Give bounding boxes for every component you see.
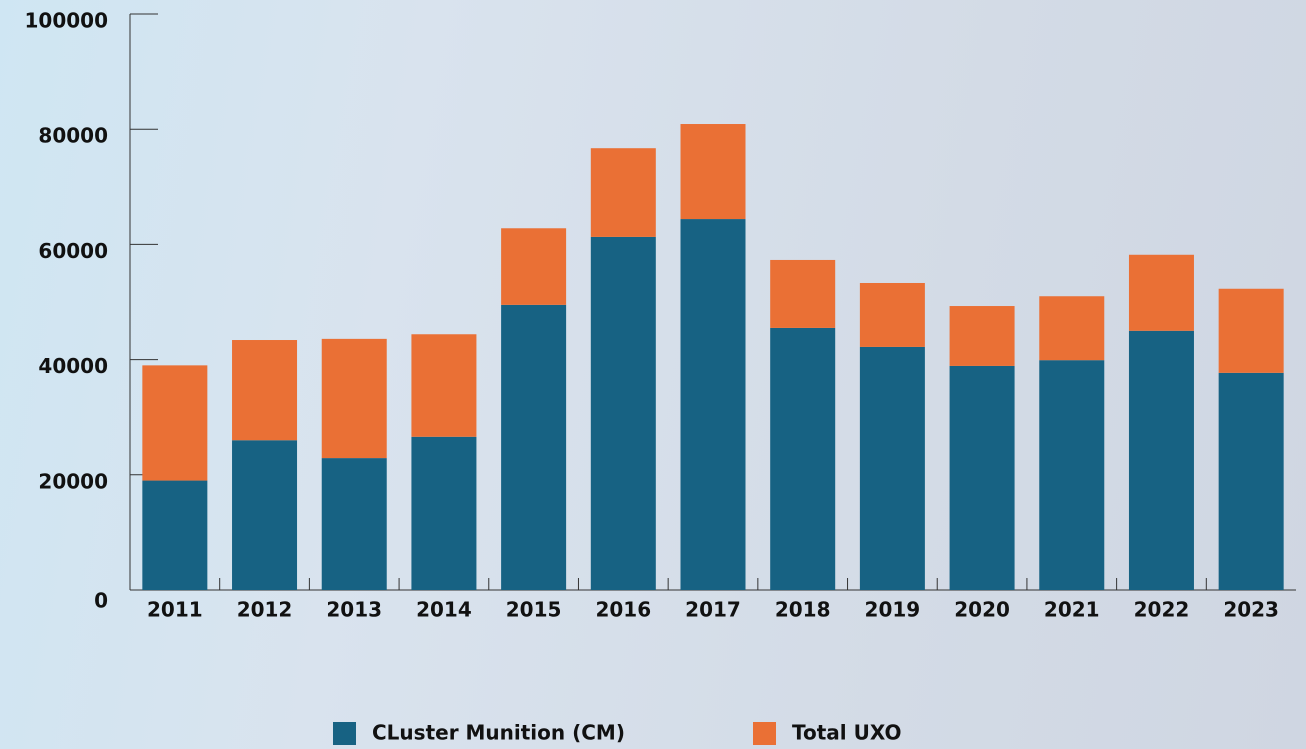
bar-segment: [411, 334, 477, 437]
bar-segment: [321, 338, 387, 459]
bar-segment: [680, 219, 746, 590]
x-tick-label: 2021: [1044, 598, 1100, 622]
bar-segment: [949, 365, 1015, 590]
legend-label: Total UXO: [792, 721, 902, 745]
bar-segment: [859, 346, 925, 590]
y-tick-label: 100000: [25, 9, 109, 33]
x-tick-label: 2013: [326, 598, 382, 622]
x-tick-label: 2018: [775, 598, 831, 622]
x-tick-label: 2020: [954, 598, 1010, 622]
x-tick-label: 2012: [237, 598, 293, 622]
x-tick-label: 2011: [147, 598, 203, 622]
x-tick-label: 2015: [506, 598, 562, 622]
bar-segment: [501, 228, 567, 305]
bar-segment: [232, 440, 298, 590]
bar-segment: [321, 458, 387, 590]
bar-segment: [142, 480, 208, 590]
bar-segment: [590, 148, 656, 237]
bar-segment: [770, 327, 836, 590]
x-tick-label: 2014: [416, 598, 472, 622]
bar-segment: [1128, 254, 1194, 331]
y-tick-label: 0: [94, 589, 108, 613]
bar-segment: [501, 304, 567, 590]
bar-segment: [1039, 296, 1105, 361]
y-tick-label: 20000: [38, 469, 108, 493]
bar-segment: [1218, 372, 1284, 590]
bar-segment: [770, 259, 836, 328]
bar-segment: [859, 282, 925, 347]
bar-segment: [411, 436, 477, 590]
bar-segment: [590, 236, 656, 591]
bar-segment: [949, 306, 1015, 366]
y-tick-label: 40000: [38, 354, 108, 378]
bar-segment: [1218, 288, 1284, 373]
y-tick-label: 80000: [38, 124, 108, 148]
x-tick-label: 2023: [1223, 598, 1279, 622]
bar-segment: [142, 365, 208, 481]
bar-segment: [680, 124, 746, 220]
legend-label: CLuster Munition (CM): [372, 721, 625, 745]
x-tick-label: 2022: [1134, 598, 1190, 622]
bar-segment: [232, 340, 298, 441]
x-tick-label: 2019: [865, 598, 921, 622]
x-tick-label: 2017: [685, 598, 741, 622]
x-tick-label: 2016: [595, 598, 651, 622]
legend-swatch: [333, 722, 356, 745]
bar-segment: [1128, 330, 1194, 590]
legend-swatch: [753, 722, 776, 745]
bar-segment: [1039, 360, 1105, 590]
y-tick-label: 60000: [38, 239, 108, 263]
